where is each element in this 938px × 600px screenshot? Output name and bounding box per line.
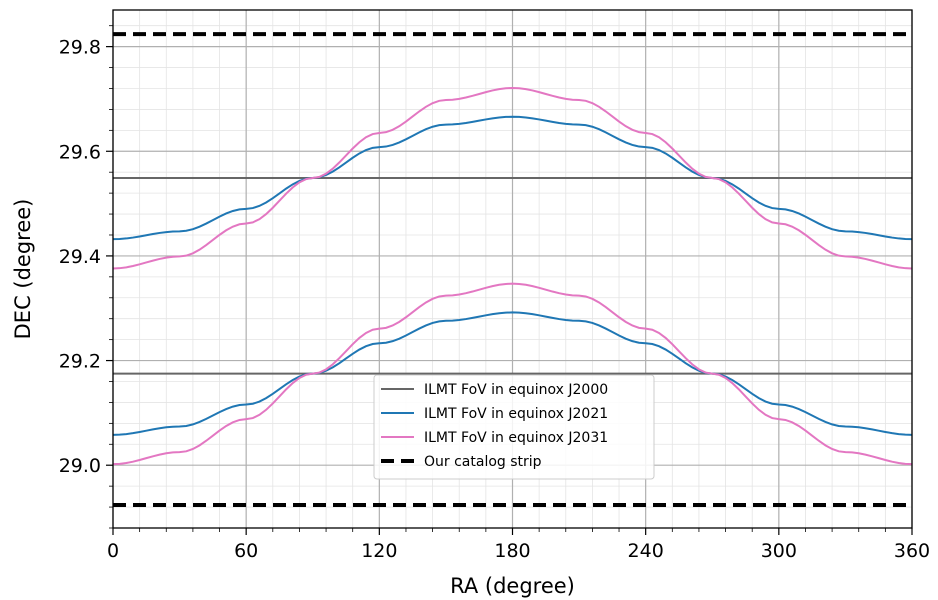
axis-tick-labels: 0 60 120 180 240 300 360 29.0 29.2 29.4 29.6 29.8 — [59, 37, 930, 562]
y-axis-title: DEC (degree) — [11, 199, 35, 340]
series-line-ilmt-fov-in-equinox-j2031 — [112, 86, 913, 270]
legend: ILMT FoV in equinox J2000 ILMT FoV in eq… — [373, 374, 655, 480]
x-tick-label: 240 — [628, 540, 664, 562]
x-axis-title: RA (degree) — [450, 574, 575, 598]
legend-label-j2021: ILMT FoV in equinox J2021 — [424, 406, 608, 422]
series-line-ilmt-fov-in-equinox-j2021 — [112, 115, 913, 241]
legend-label-catalog-strip: Our catalog strip — [424, 454, 542, 470]
legend-box — [373, 374, 655, 480]
axis-ticks — [106, 25, 913, 535]
x-tick-label: 360 — [894, 540, 930, 562]
x-tick-label: 300 — [761, 540, 797, 562]
series-line-ilmt-fov-in-equinox-j2021 — [112, 311, 913, 436]
series-line-ilmt-fov-in-equinox-j2031 — [112, 282, 913, 466]
x-tick-label: 0 — [107, 540, 119, 562]
x-tick-label: 60 — [234, 540, 258, 562]
legend-label-j2000: ILMT FoV in equinox J2000 — [424, 382, 608, 398]
y-tick-label: 29.2 — [59, 351, 101, 373]
y-tick-label: 29.6 — [59, 141, 101, 163]
y-tick-label: 29.4 — [59, 246, 101, 268]
x-tick-label: 120 — [361, 540, 397, 562]
y-tick-label: 29.8 — [59, 37, 101, 59]
series-layer — [112, 32, 913, 507]
y-tick-label: 29.0 — [59, 455, 101, 477]
legend-label-j2031: ILMT FoV in equinox J2031 — [424, 430, 608, 446]
x-tick-label: 180 — [494, 540, 530, 562]
